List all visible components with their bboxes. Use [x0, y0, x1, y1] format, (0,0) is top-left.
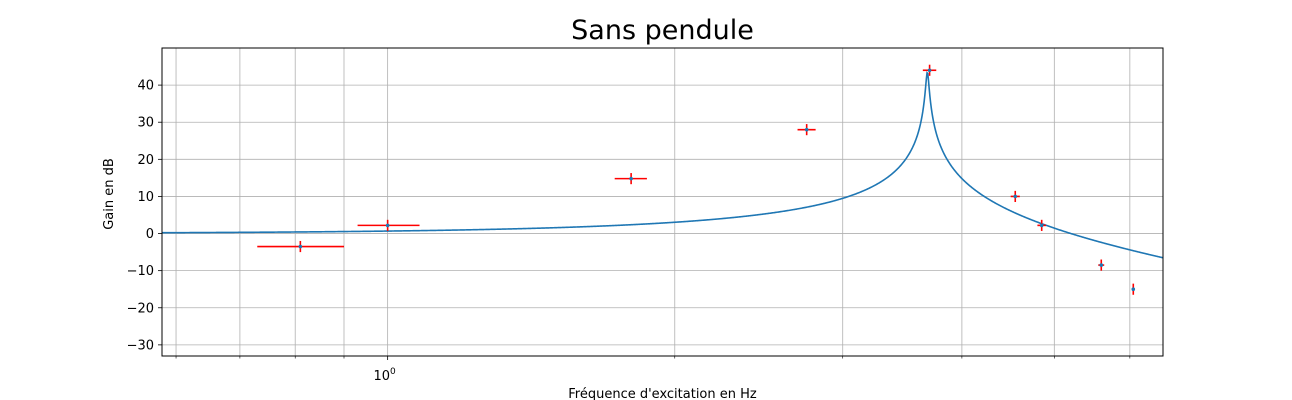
- data-point: [797, 124, 816, 136]
- grid: [162, 48, 1163, 356]
- model-curve-line: [162, 70, 1164, 259]
- data-point-marker: [1099, 263, 1104, 267]
- data-point-marker: [298, 244, 303, 249]
- y-tick-label: −10: [127, 264, 154, 279]
- y-tick-label: 20: [137, 153, 154, 168]
- y-tick-label: 40: [137, 79, 154, 94]
- data-point-marker: [385, 223, 390, 228]
- data-point-marker: [629, 176, 633, 181]
- data-point-marker: [1039, 223, 1044, 228]
- data-point: [1037, 219, 1046, 231]
- axis-ticks: 100 −30 −20 −10 0 10 20 30 40: [127, 79, 1131, 384]
- x-tick-label: 100: [374, 367, 397, 384]
- x-axis-label: Fréquence d'excitation en Hz: [568, 387, 757, 400]
- data-point-marker: [1013, 194, 1018, 199]
- plot-frame: [161, 47, 1164, 357]
- data-point: [1131, 283, 1136, 295]
- data-point-marker: [804, 127, 809, 132]
- chart-title: Sans pendule: [571, 15, 754, 46]
- y-tick-label: 10: [137, 190, 154, 205]
- model-curve-layer: [162, 70, 1164, 259]
- y-axis-label: Gain en dB: [102, 158, 117, 230]
- data-points-layer: [257, 64, 1136, 295]
- y-tick-label: −20: [127, 301, 154, 316]
- data-point: [922, 64, 937, 76]
- data-point: [1098, 259, 1105, 271]
- data-point: [257, 240, 344, 253]
- data-point-marker: [927, 68, 932, 73]
- data-point: [357, 219, 420, 231]
- data-point: [1010, 190, 1020, 202]
- data-point-marker: [1131, 287, 1136, 292]
- y-tick-label: 0: [146, 227, 154, 242]
- data-point: [614, 173, 647, 185]
- y-tick-label: −30: [127, 338, 154, 353]
- y-tick-label: 30: [137, 116, 154, 131]
